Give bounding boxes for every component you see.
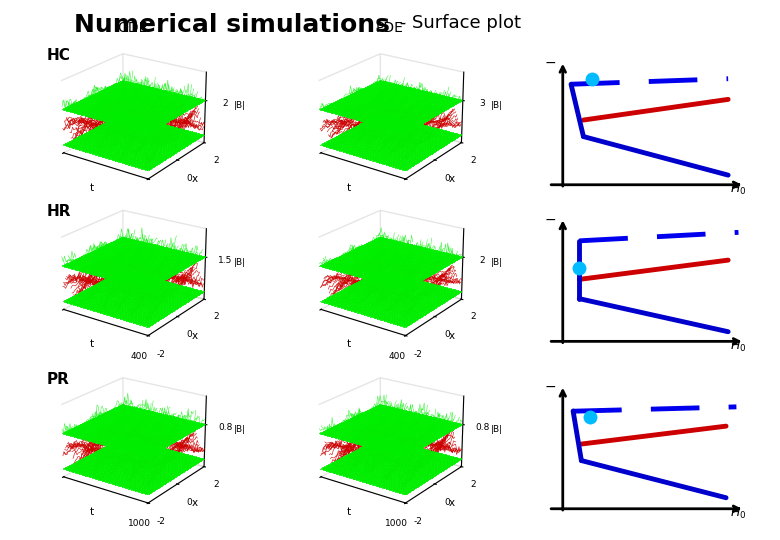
Text: $H_0$: $H_0$ xyxy=(730,506,746,521)
X-axis label: t: t xyxy=(347,339,351,349)
X-axis label: t: t xyxy=(90,507,94,517)
Title: PDE: PDE xyxy=(376,21,404,35)
Y-axis label: x: x xyxy=(192,174,198,184)
X-axis label: t: t xyxy=(90,339,94,349)
Text: $H_0$: $H_0$ xyxy=(730,339,746,354)
Text: $-$: $-$ xyxy=(544,212,556,226)
Text: HR: HR xyxy=(47,205,71,219)
Text: PR: PR xyxy=(47,372,69,387)
Text: - Surface plot: - Surface plot xyxy=(394,14,521,31)
Y-axis label: x: x xyxy=(449,174,456,184)
Text: $-$: $-$ xyxy=(544,379,556,393)
Y-axis label: x: x xyxy=(192,331,198,341)
Text: Numerical simulations: Numerical simulations xyxy=(74,14,390,37)
Text: HC: HC xyxy=(47,48,70,63)
Text: $-$: $-$ xyxy=(544,55,556,69)
X-axis label: t: t xyxy=(347,183,351,193)
Title: ODE: ODE xyxy=(118,21,147,35)
Text: $H_0$: $H_0$ xyxy=(730,182,746,197)
X-axis label: t: t xyxy=(90,183,94,193)
X-axis label: t: t xyxy=(347,507,351,517)
Y-axis label: x: x xyxy=(449,498,456,508)
Y-axis label: x: x xyxy=(192,498,198,508)
Y-axis label: x: x xyxy=(449,331,456,341)
